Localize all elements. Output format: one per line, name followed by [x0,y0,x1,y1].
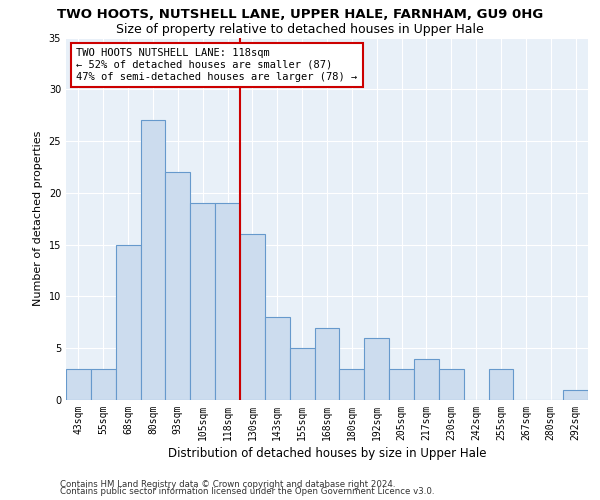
Bar [414,358,439,400]
Bar [364,338,389,400]
Y-axis label: Number of detached properties: Number of detached properties [33,131,43,306]
Bar [290,348,314,400]
X-axis label: Distribution of detached houses by size in Upper Hale: Distribution of detached houses by size … [168,447,486,460]
Text: Size of property relative to detached houses in Upper Hale: Size of property relative to detached ho… [116,22,484,36]
Bar [66,369,91,400]
Text: TWO HOOTS NUTSHELL LANE: 118sqm
← 52% of detached houses are smaller (87)
47% of: TWO HOOTS NUTSHELL LANE: 118sqm ← 52% of… [76,48,358,82]
Bar [265,317,290,400]
Bar [116,244,140,400]
Bar [439,369,464,400]
Bar [215,203,240,400]
Text: Contains public sector information licensed under the Open Government Licence v3: Contains public sector information licen… [60,488,434,496]
Bar [563,390,588,400]
Bar [166,172,190,400]
Bar [140,120,166,400]
Text: Contains HM Land Registry data © Crown copyright and database right 2024.: Contains HM Land Registry data © Crown c… [60,480,395,489]
Bar [314,328,340,400]
Bar [190,203,215,400]
Bar [389,369,414,400]
Bar [240,234,265,400]
Bar [488,369,514,400]
Bar [91,369,116,400]
Bar [340,369,364,400]
Text: TWO HOOTS, NUTSHELL LANE, UPPER HALE, FARNHAM, GU9 0HG: TWO HOOTS, NUTSHELL LANE, UPPER HALE, FA… [57,8,543,20]
